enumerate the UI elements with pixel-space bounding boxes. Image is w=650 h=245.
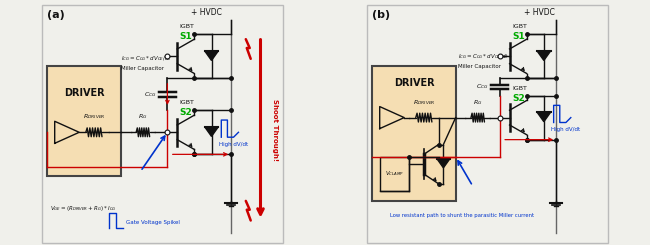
Text: Low resistant path to shunt the parasitic Miller current: Low resistant path to shunt the parasiti… (389, 213, 534, 218)
Text: S2: S2 (512, 94, 525, 102)
Text: DRIVER: DRIVER (64, 88, 105, 98)
Text: High dV/dt: High dV/dt (219, 142, 248, 147)
Text: $R_G$: $R_G$ (473, 98, 482, 107)
FancyBboxPatch shape (47, 66, 121, 176)
Text: Miller Capacitor: Miller Capacitor (458, 64, 501, 69)
Text: S1: S1 (512, 32, 525, 41)
Text: IGBT: IGBT (179, 100, 194, 105)
Polygon shape (537, 51, 551, 61)
Text: $C_{CG}$: $C_{CG}$ (476, 83, 489, 91)
Text: S2: S2 (179, 108, 192, 117)
Text: High dV/dt: High dV/dt (551, 127, 580, 132)
Text: + HVDC: + HVDC (191, 8, 222, 17)
Polygon shape (205, 127, 218, 136)
Text: $C_{CG}$: $C_{CG}$ (144, 90, 157, 99)
Polygon shape (537, 112, 551, 122)
Polygon shape (437, 159, 450, 168)
FancyBboxPatch shape (42, 5, 283, 243)
Text: $I_{CG}=C_{CG}*dV_{CE}/dt$: $I_{CG}=C_{CG}*dV_{CE}/dt$ (121, 54, 172, 63)
FancyBboxPatch shape (367, 5, 608, 243)
Text: $R_{DRIVER}$: $R_{DRIVER}$ (413, 98, 435, 107)
Text: $V_{CLAMP}$: $V_{CLAMP}$ (385, 170, 404, 178)
Text: Shoot Through!: Shoot Through! (272, 99, 278, 161)
Text: $R_G$: $R_G$ (138, 112, 148, 121)
Text: DRIVER: DRIVER (394, 78, 434, 88)
Text: Gate Voltage Spikel: Gate Voltage Spikel (125, 220, 179, 225)
Text: S1: S1 (179, 32, 192, 41)
Text: Miller Capacitor: Miller Capacitor (121, 66, 164, 71)
Text: IGBT: IGBT (179, 24, 194, 29)
Text: $R_{DRIVER}$: $R_{DRIVER}$ (83, 112, 105, 121)
Text: IGBT: IGBT (512, 86, 527, 91)
Text: (a): (a) (47, 10, 65, 20)
Text: (b): (b) (372, 10, 391, 20)
Text: IGBT: IGBT (512, 24, 527, 29)
Text: $I_{CG}=C_{CG}*dV_{CE}/dt$: $I_{CG}=C_{CG}*dV_{CE}/dt$ (458, 52, 509, 61)
FancyBboxPatch shape (372, 66, 456, 201)
Text: $V_{GE}=(R_{DRIVER}+R_G)*I_{CG}$: $V_{GE}=(R_{DRIVER}+R_G)*I_{CG}$ (50, 204, 116, 213)
Polygon shape (205, 51, 218, 61)
Text: + HVDC: + HVDC (523, 8, 554, 17)
